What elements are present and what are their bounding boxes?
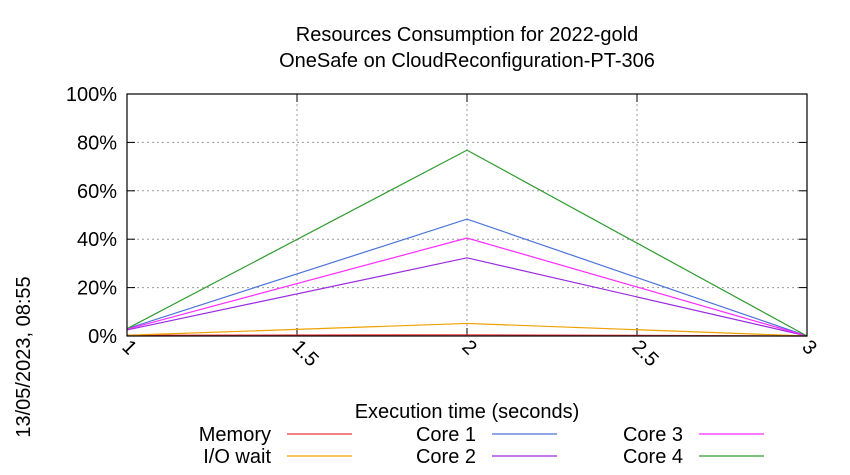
y-tick-label: 20% <box>77 278 117 300</box>
legend-label-core-1: Core 1 <box>416 424 476 446</box>
y-tick-label: 40% <box>77 229 117 251</box>
x-axis-label: Execution time (seconds) <box>355 401 580 423</box>
grid <box>127 94 807 336</box>
chart-subtitle: OneSafe on CloudReconfiguration-PT-306 <box>279 50 655 72</box>
legend-label-core-4: Core 4 <box>623 446 683 468</box>
series-line-core-4 <box>126 149 808 337</box>
x-tick-label: 2.5 <box>627 336 662 371</box>
series-line-core-3 <box>126 237 808 337</box>
y-tick-label: 80% <box>77 132 117 154</box>
legend-label-core-3: Core 3 <box>623 424 683 446</box>
y-tick-label: 60% <box>77 181 117 203</box>
chart-title: Resources Consumption for 2022-gold <box>296 24 638 46</box>
y-axis-ticks: 0% 20% 40% 60% 80% 100% <box>66 84 807 348</box>
legend-label-core-2: Core 2 <box>416 446 476 468</box>
y-tick-label: 100% <box>66 84 117 106</box>
legend-label-memory: Memory <box>199 424 271 446</box>
timestamp: 13/05/2023, 08:55 <box>13 276 35 437</box>
legend-label-i-o-wait: I/O wait <box>203 446 271 468</box>
x-tick-label: 3 <box>797 336 820 359</box>
series-line-core-2 <box>126 257 808 337</box>
x-tick-label: 1 <box>117 336 140 359</box>
x-axis-ticks: 1 1.5 2 2.5 3 <box>117 94 821 371</box>
x-tick-label: 2 <box>457 336 480 359</box>
x-tick-label: 1.5 <box>287 336 322 371</box>
series-lines <box>126 149 808 337</box>
y-tick-label: 0% <box>88 326 117 348</box>
series-line-core-1 <box>126 218 808 337</box>
series-line-i-o-wait <box>126 322 808 337</box>
plot-frame <box>126 93 808 337</box>
